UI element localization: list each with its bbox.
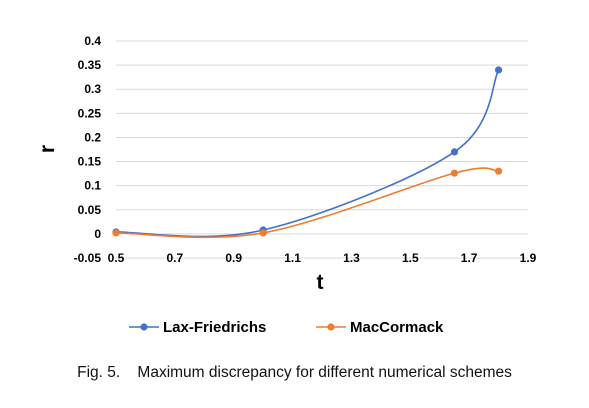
series-lines bbox=[112, 66, 503, 239]
legend: Lax-Friedrichs MacCormack bbox=[129, 319, 444, 336]
y-tick-label: 0.4 bbox=[84, 34, 101, 48]
x-tick-label: 1.3 bbox=[343, 251, 360, 265]
lax-friedrichs-point bbox=[450, 148, 459, 156]
lax-friedrichs-point bbox=[494, 66, 503, 74]
lax-friedrichs-line bbox=[115, 69, 500, 238]
y-tick-label: 0.05 bbox=[78, 203, 102, 217]
y-tick-label: 0 bbox=[94, 227, 101, 241]
maccormack-point bbox=[112, 229, 120, 237]
y-tick-label: 0.2 bbox=[84, 130, 101, 144]
gridlines bbox=[116, 40, 528, 259]
y-tick-label: -0.05 bbox=[74, 251, 102, 265]
x-tick-label: 0.7 bbox=[167, 251, 184, 265]
y-tick-label: 0.15 bbox=[78, 155, 102, 169]
figure-caption: Fig. 5. Maximum discrepancy for differen… bbox=[77, 364, 512, 381]
maccormack-line bbox=[115, 167, 499, 239]
maccormack-point bbox=[494, 167, 503, 175]
y-tick-labels: -0.05 0 0.05 0.1 0.15 0.2 0.25 0.3 0.35 0.4 bbox=[74, 34, 102, 265]
lax-friedrichs-legend-label: Lax-Friedrichs bbox=[163, 319, 266, 336]
x-tick-label: 1.5 bbox=[402, 251, 419, 265]
x-tick-label: 1.7 bbox=[461, 251, 478, 265]
y-tick-label: 0.35 bbox=[78, 58, 102, 72]
x-tick-labels: 0.5 0.7 0.9 1.1 1.3 1.5 1.7 1.9 bbox=[108, 251, 537, 265]
y-tick-label: 0.1 bbox=[84, 179, 101, 193]
x-tick-label: 1.1 bbox=[284, 251, 301, 265]
x-tick-label: 1.9 bbox=[520, 251, 537, 265]
maccormack-legend-marker bbox=[327, 323, 335, 331]
x-tick-label: 0.9 bbox=[225, 251, 242, 265]
maccormack-point bbox=[259, 229, 267, 237]
y-tick-label: 0.3 bbox=[84, 82, 101, 96]
maccormack-legend-label: MacCormack bbox=[350, 319, 444, 336]
x-tick-label: 0.5 bbox=[108, 251, 125, 265]
x-axis-label: t bbox=[317, 271, 324, 294]
lax-friedrichs-legend-marker bbox=[140, 323, 148, 331]
y-axis-label: r bbox=[36, 145, 59, 153]
maccormack-point bbox=[450, 169, 459, 177]
y-tick-label: 0.25 bbox=[78, 106, 102, 120]
